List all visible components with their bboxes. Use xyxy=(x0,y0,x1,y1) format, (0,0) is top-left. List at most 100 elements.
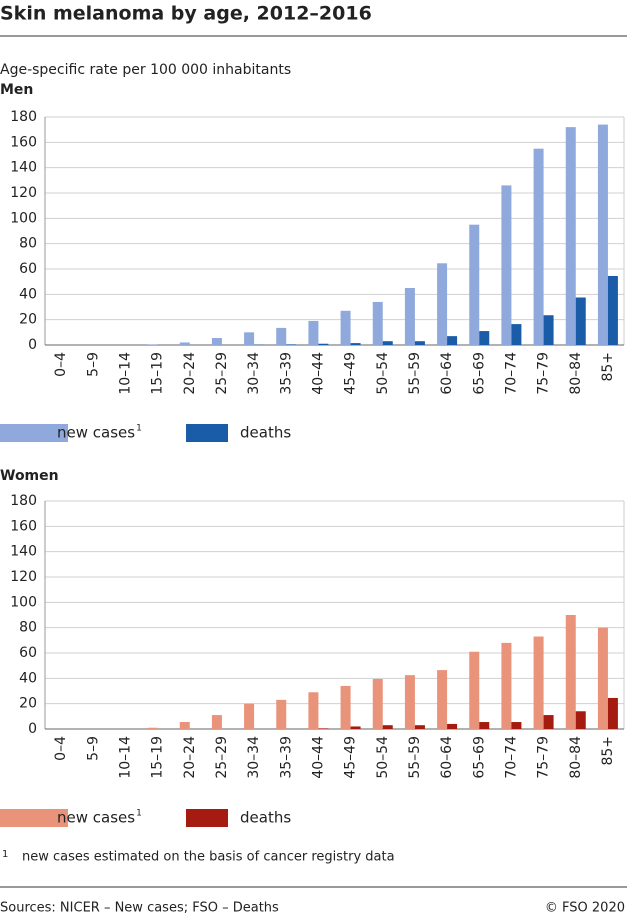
y-tick-label: 180 xyxy=(10,493,37,509)
y-tick-label: 20 xyxy=(19,312,37,328)
bar xyxy=(447,336,458,345)
bar xyxy=(318,343,329,345)
legend-label: deaths xyxy=(240,424,291,442)
x-tick-label: 60–64 xyxy=(439,736,455,779)
x-tick-label: 5–9 xyxy=(85,736,101,761)
bar xyxy=(147,344,158,345)
x-tick-label: 60–64 xyxy=(439,352,455,395)
x-tick-label: 65–69 xyxy=(471,352,487,395)
bar xyxy=(382,341,393,345)
x-tick-label: 65–69 xyxy=(471,736,487,779)
bar xyxy=(575,297,586,345)
bar xyxy=(414,341,425,345)
legend-label: deaths xyxy=(240,809,291,827)
x-tick-label: 85+ xyxy=(600,352,616,382)
bar xyxy=(276,699,287,729)
x-tick-label: 50–54 xyxy=(375,736,391,779)
bar xyxy=(479,331,490,345)
subtitle: Age-specific rate per 100 000 inhabitant… xyxy=(0,62,291,78)
x-tick-label: 75–79 xyxy=(536,352,552,395)
bar xyxy=(597,627,608,729)
bar xyxy=(147,727,158,729)
bar xyxy=(340,310,351,345)
x-tick-label: 70–74 xyxy=(503,736,519,779)
bar xyxy=(308,692,319,729)
x-tick-label: 45–49 xyxy=(343,352,359,395)
bar xyxy=(318,728,329,729)
x-tick-label: 0–4 xyxy=(53,736,69,761)
x-tick-label: 30–34 xyxy=(246,352,262,395)
bar xyxy=(308,320,319,345)
bar xyxy=(607,275,618,345)
x-tick-label: 55–59 xyxy=(407,352,423,395)
x-tick-label: 15–19 xyxy=(150,352,166,395)
x-tick-label: 10–14 xyxy=(117,736,133,779)
bar xyxy=(437,263,448,345)
chart-title: Women xyxy=(0,468,59,484)
x-tick-label: 80–84 xyxy=(568,352,584,395)
x-tick-label: 75–79 xyxy=(536,736,552,779)
x-tick-label: 25–29 xyxy=(214,736,230,779)
chart-title: Men xyxy=(0,82,33,98)
bar xyxy=(479,722,490,729)
bar xyxy=(607,697,618,729)
y-tick-label: 80 xyxy=(19,620,37,636)
y-tick-label: 0 xyxy=(28,721,37,737)
x-tick-label: 0–4 xyxy=(53,352,69,377)
legend-swatch xyxy=(0,809,68,827)
bar xyxy=(543,715,554,729)
legend-swatch xyxy=(186,424,228,442)
bar xyxy=(533,636,544,729)
y-tick-label: 160 xyxy=(10,518,37,534)
x-tick-label: 20–24 xyxy=(182,352,198,395)
y-tick-label: 140 xyxy=(10,160,37,176)
x-tick-label: 70–74 xyxy=(503,352,519,395)
bar xyxy=(340,685,351,729)
y-tick-label: 60 xyxy=(19,261,37,277)
bar xyxy=(543,315,554,345)
bar xyxy=(276,327,287,345)
x-tick-label: 15–19 xyxy=(150,736,166,779)
bar xyxy=(244,703,255,729)
bar xyxy=(501,185,512,345)
y-tick-label: 0 xyxy=(28,337,37,353)
bar xyxy=(447,723,458,729)
y-tick-label: 160 xyxy=(10,134,37,150)
footnote-marker: 1 xyxy=(2,849,8,860)
page-title: Skin melanoma by age, 2012–2016 xyxy=(0,3,372,25)
footnote: new cases estimated on the basis of canc… xyxy=(22,850,395,865)
bar xyxy=(501,642,512,729)
y-tick-label: 120 xyxy=(10,569,37,585)
source: Sources: NICER – New cases; FSO – Deaths xyxy=(0,901,279,916)
x-tick-label: 80–84 xyxy=(568,736,584,779)
bar xyxy=(286,344,297,345)
copyright: © FSO 2020 xyxy=(545,901,625,916)
bar xyxy=(404,675,415,729)
y-tick-label: 40 xyxy=(19,670,37,686)
x-tick-label: 10–14 xyxy=(117,352,133,395)
legend-label: new cases xyxy=(57,809,135,827)
bar xyxy=(565,127,576,345)
bar xyxy=(382,725,393,729)
y-tick-label: 100 xyxy=(10,594,37,610)
y-tick-label: 80 xyxy=(19,236,37,252)
legend-note-ref: 1 xyxy=(136,424,142,434)
y-tick-label: 40 xyxy=(19,286,37,302)
bar xyxy=(565,615,576,729)
x-tick-label: 5–9 xyxy=(85,352,101,377)
x-tick-label: 35–39 xyxy=(278,736,294,779)
bar xyxy=(244,332,255,345)
bar xyxy=(350,343,361,345)
legend-note-ref: 1 xyxy=(136,809,142,819)
y-tick-label: 140 xyxy=(10,544,37,560)
bar xyxy=(179,342,190,345)
bar xyxy=(350,726,361,729)
bar xyxy=(437,670,448,729)
bar xyxy=(372,301,383,345)
x-tick-label: 40–44 xyxy=(310,736,326,779)
y-tick-label: 20 xyxy=(19,696,37,712)
bar xyxy=(469,651,480,729)
legend-swatch xyxy=(186,809,228,827)
bar xyxy=(469,224,480,345)
x-tick-label: 40–44 xyxy=(310,352,326,395)
